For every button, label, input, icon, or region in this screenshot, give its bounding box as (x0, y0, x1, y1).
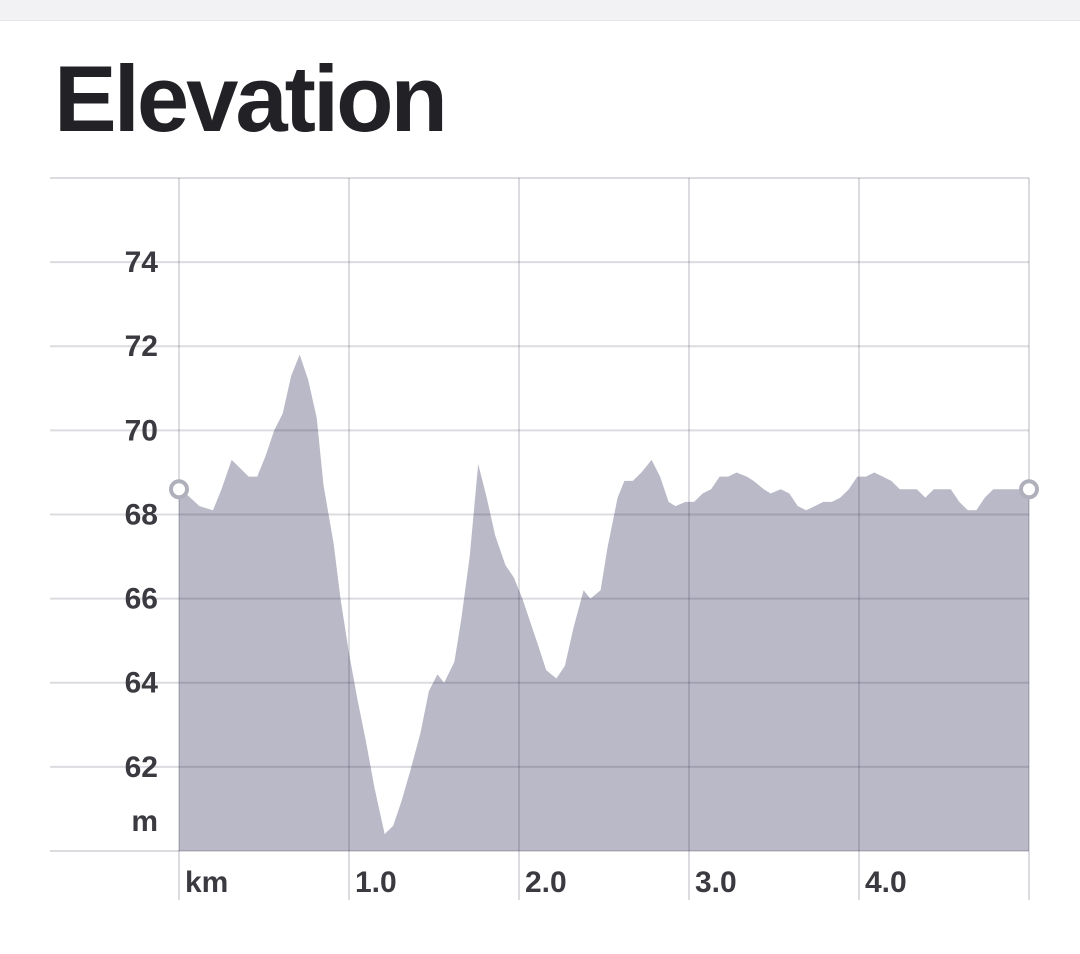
elevation-area (179, 354, 1029, 851)
y-tick-label: 66 (125, 583, 158, 616)
x-tick-label: 1.0 (355, 866, 397, 899)
endpoint-marker (169, 479, 189, 500)
y-tick-label: 68 (125, 498, 158, 531)
x-tick-label: 2.0 (525, 866, 567, 899)
y-tick-label: 74 (125, 246, 159, 279)
x-axis-unit: km (185, 866, 228, 899)
x-tick-label: 4.0 (865, 866, 907, 899)
y-tick-label: 64 (125, 667, 159, 700)
top-bar (0, 0, 1080, 21)
y-tick-label: 72 (125, 330, 158, 363)
y-tick-label: 62 (125, 751, 158, 784)
y-tick-label: 70 (125, 414, 158, 447)
endpoint-marker (1019, 479, 1039, 500)
y-axis-unit: m (131, 805, 158, 838)
x-tick-label: 3.0 (695, 866, 737, 899)
chart-title: Elevation (54, 46, 448, 151)
